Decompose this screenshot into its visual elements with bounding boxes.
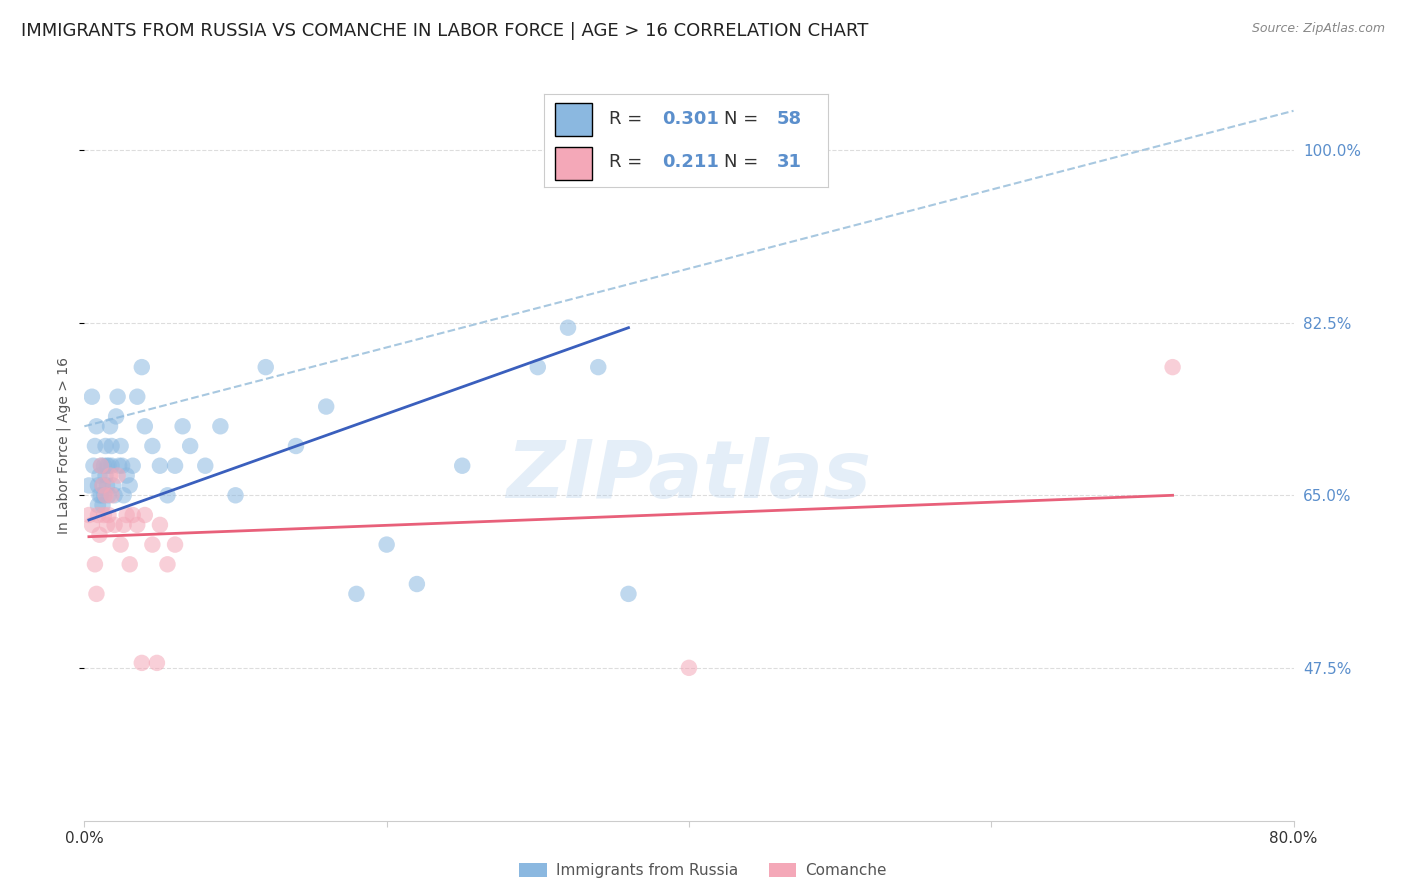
Point	[678, 661, 700, 675]
Point	[121, 458, 143, 473]
Point	[134, 419, 156, 434]
Point	[527, 360, 550, 375]
Point	[86, 419, 108, 434]
Point	[149, 458, 172, 473]
Point	[1161, 360, 1184, 375]
Point	[118, 558, 141, 572]
Text: ZIPatlas: ZIPatlas	[506, 437, 872, 515]
Point	[90, 458, 112, 473]
Point	[89, 488, 111, 502]
Point	[90, 488, 112, 502]
Point	[84, 439, 107, 453]
Point	[146, 656, 169, 670]
Point	[101, 478, 124, 492]
Point	[134, 508, 156, 522]
Point	[80, 517, 103, 532]
Point	[93, 458, 115, 473]
Point	[97, 508, 120, 522]
Point	[209, 419, 232, 434]
Point	[557, 320, 579, 334]
Point	[91, 478, 114, 492]
Point	[194, 458, 217, 473]
Point	[115, 468, 138, 483]
Point	[98, 468, 121, 483]
Point	[225, 488, 247, 502]
Point	[96, 458, 118, 473]
Point	[77, 508, 100, 522]
Point	[98, 419, 121, 434]
Text: Source: ZipAtlas.com: Source: ZipAtlas.com	[1251, 22, 1385, 36]
Point	[80, 390, 103, 404]
Point	[108, 458, 131, 473]
Point	[96, 478, 118, 492]
Point	[77, 478, 100, 492]
Point	[94, 468, 117, 483]
Point	[100, 488, 122, 502]
Point	[100, 439, 122, 453]
Point	[131, 360, 153, 375]
Point	[254, 360, 277, 375]
Point	[107, 468, 129, 483]
Point	[156, 558, 179, 572]
Point	[375, 538, 398, 552]
Point	[87, 498, 110, 512]
Point	[127, 517, 149, 532]
Point	[100, 458, 122, 473]
Point	[110, 439, 132, 453]
Point	[96, 517, 118, 532]
Point	[89, 527, 111, 541]
Point	[165, 538, 187, 552]
Point	[107, 390, 129, 404]
Point	[87, 508, 110, 522]
Y-axis label: In Labor Force | Age > 16: In Labor Force | Age > 16	[56, 358, 72, 534]
Point	[87, 478, 110, 492]
Point	[105, 409, 128, 424]
Point	[172, 419, 194, 434]
Point	[84, 558, 107, 572]
Point	[112, 517, 135, 532]
Point	[115, 508, 138, 522]
Point	[121, 508, 143, 522]
Point	[141, 439, 163, 453]
Point	[91, 478, 114, 492]
Text: IMMIGRANTS FROM RUSSIA VS COMANCHE IN LABOR FORCE | AGE > 16 CORRELATION CHART: IMMIGRANTS FROM RUSSIA VS COMANCHE IN LA…	[21, 22, 869, 40]
Point	[94, 439, 117, 453]
Point	[118, 478, 141, 492]
Point	[110, 538, 132, 552]
Point	[93, 508, 115, 522]
Point	[82, 458, 104, 473]
Point	[86, 587, 108, 601]
Point	[156, 488, 179, 502]
Point	[406, 577, 429, 591]
Legend: Immigrants from Russia, Comanche: Immigrants from Russia, Comanche	[513, 857, 893, 884]
Point	[112, 488, 135, 502]
Point	[165, 458, 187, 473]
Point	[104, 488, 127, 502]
Point	[97, 488, 120, 502]
Point	[111, 458, 134, 473]
Point	[149, 517, 172, 532]
Point	[91, 498, 114, 512]
Point	[127, 390, 149, 404]
Point	[131, 656, 153, 670]
Point	[588, 360, 610, 375]
Point	[179, 439, 201, 453]
Point	[97, 458, 120, 473]
Point	[94, 488, 117, 502]
Point	[141, 538, 163, 552]
Point	[285, 439, 308, 453]
Point	[93, 488, 115, 502]
Point	[451, 458, 474, 473]
Point	[104, 517, 127, 532]
Point	[617, 587, 640, 601]
Point	[89, 468, 111, 483]
Point	[315, 400, 337, 414]
Point	[346, 587, 368, 601]
Point	[90, 458, 112, 473]
